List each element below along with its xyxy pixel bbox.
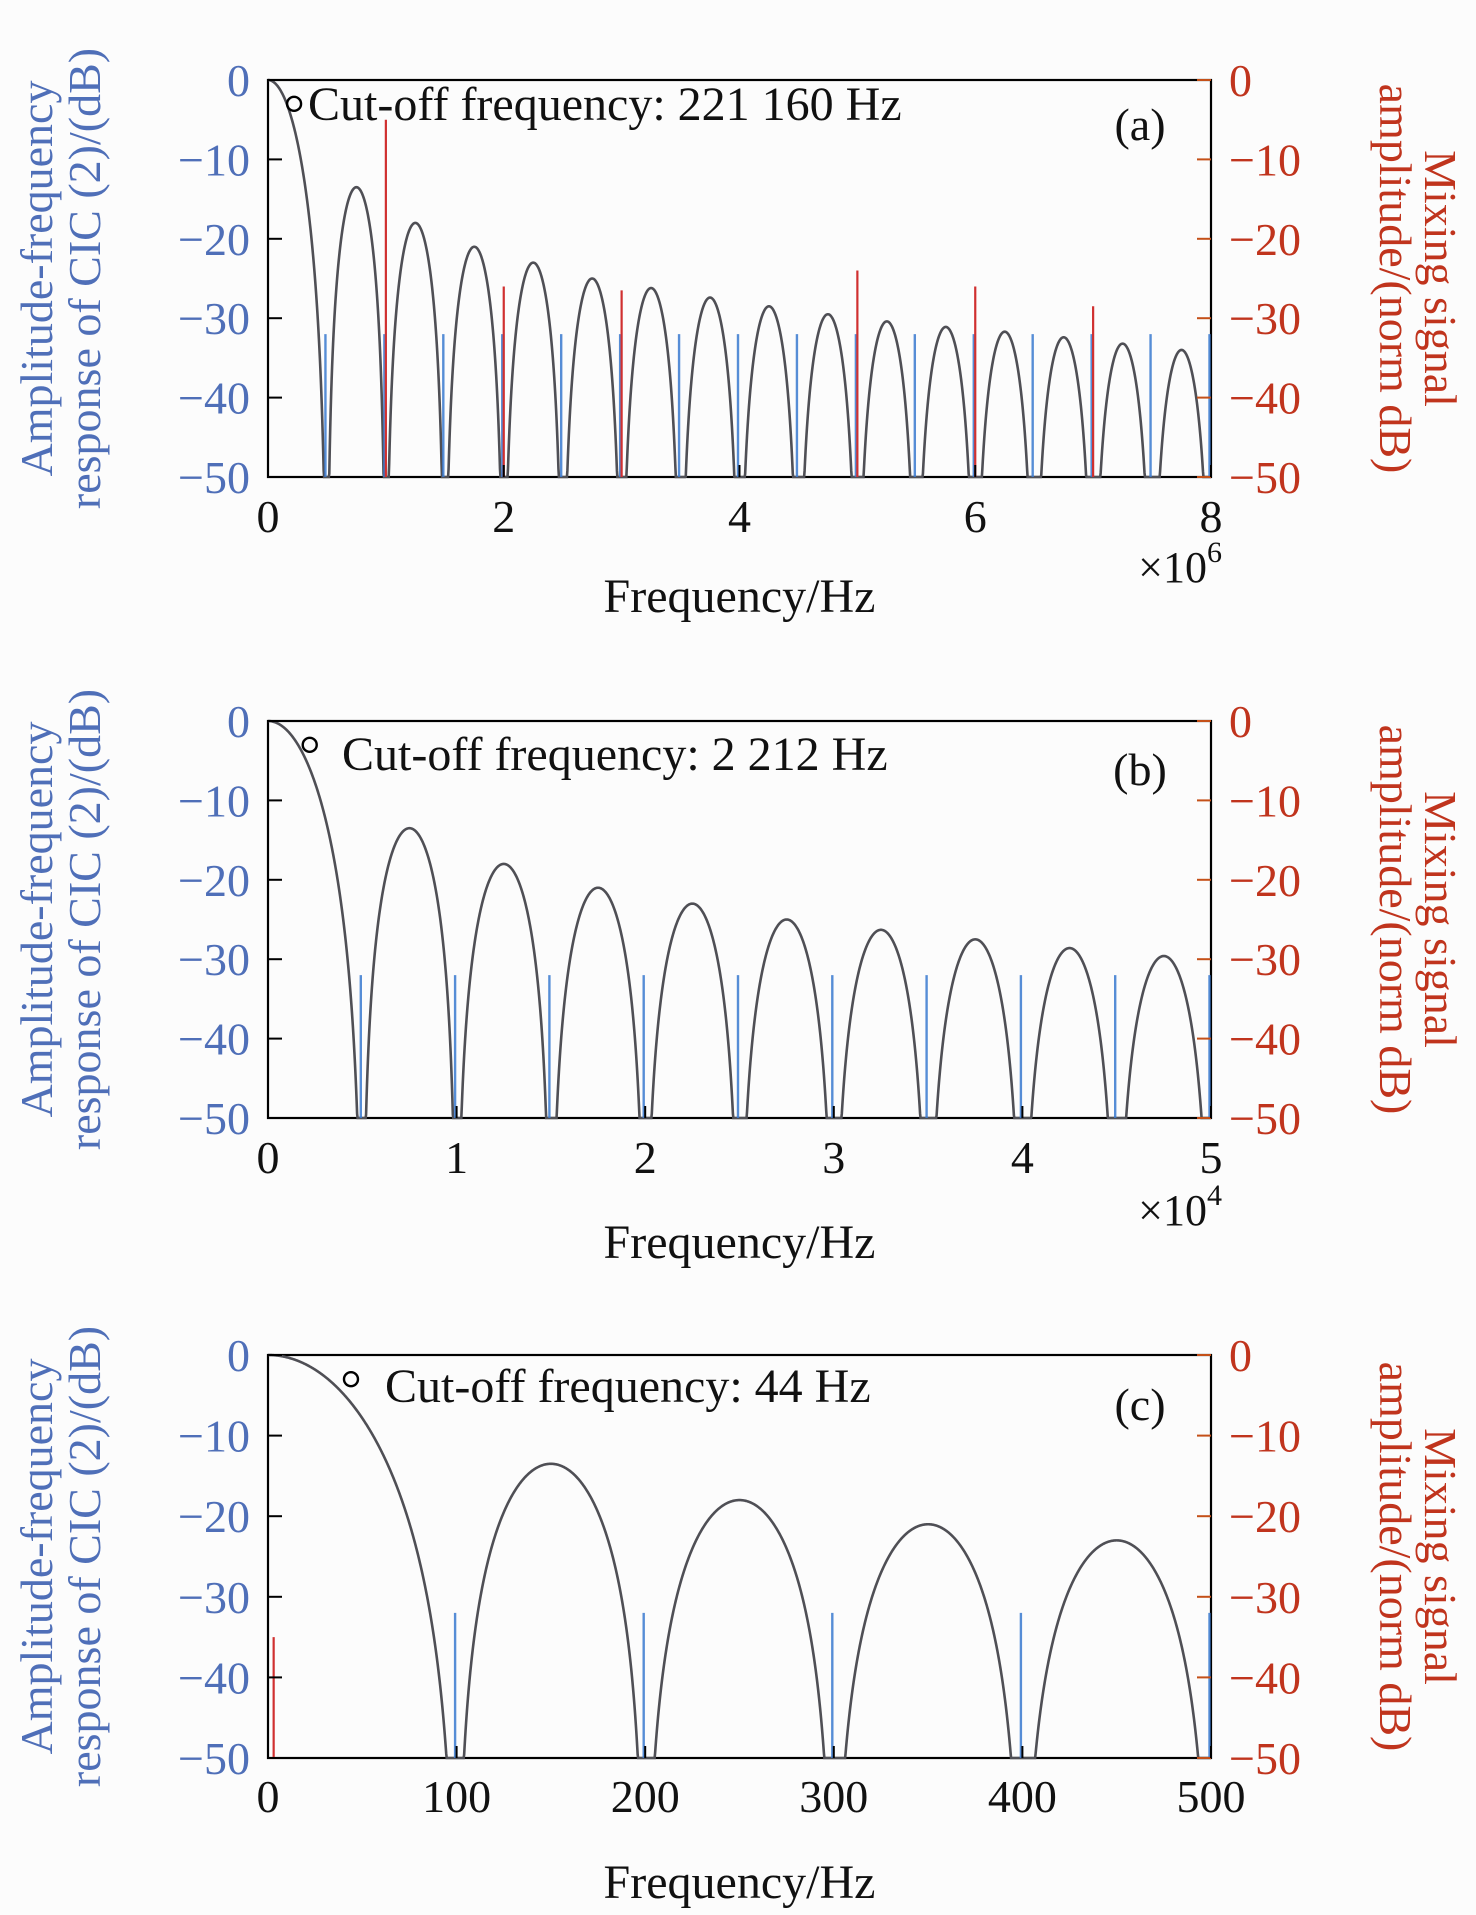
- y-tick-label: 0: [227, 696, 250, 747]
- plot-area-frame: [266, 1353, 1213, 1760]
- y-axis-label-left-line2: response of CIC (2)/(dB): [59, 689, 110, 1150]
- y-tick-label: −40: [178, 1652, 250, 1703]
- x-tick-label: 3: [822, 1132, 845, 1183]
- y-axis-label-left-line1: Amplitude-frequency: [11, 81, 62, 477]
- y-axis-label-left-line2: response of CIC (2)/(dB): [59, 1326, 110, 1787]
- cic-response-curve: [267, 719, 1211, 1120]
- cutoff-marker: [301, 736, 318, 754]
- y-right-tick-label: −40: [1229, 373, 1301, 424]
- y-tick-label: −50: [178, 1093, 250, 1144]
- x-tick-label: 4: [728, 491, 751, 542]
- x-tick-label: 0: [257, 1132, 280, 1183]
- x-tick-label: 500: [1177, 1771, 1246, 1822]
- y-right-tick-label: −20: [1229, 855, 1301, 906]
- y-right-tick-label: −10: [1229, 775, 1301, 826]
- y-axis-label-right-line2: amplitude/(norm dB): [1370, 84, 1421, 474]
- x-multiplier-base: ×10: [1138, 1186, 1207, 1235]
- y-tick-label: −30: [178, 1572, 250, 1623]
- x-tick-label: 400: [988, 1771, 1057, 1822]
- x-tick-label: 5: [1200, 1132, 1223, 1183]
- cutoff-annotation: Cut-off frequency: 2 212 Hz: [342, 728, 888, 781]
- cutoff-marker: [342, 1370, 360, 1388]
- y-right-tick-label: −20: [1229, 1491, 1301, 1542]
- y-right-tick-label: −50: [1229, 1093, 1301, 1144]
- y-tick-label: −30: [178, 293, 250, 344]
- chart-panel-1: Cut-off frequency: 221 160 Hz (a) 0 −10 −20 −…: [11, 48, 1466, 623]
- x-multiplier-base: ×10: [1138, 543, 1207, 592]
- y-axis-label-right-line1: Mixing signal: [1415, 791, 1466, 1048]
- y-right-tick-label: 0: [1229, 1330, 1252, 1381]
- y-tick-label: −40: [178, 1014, 250, 1065]
- x-tick-label: 100: [422, 1771, 491, 1822]
- y-right-tick-label: −30: [1229, 293, 1301, 344]
- y-right-tick-label: 0: [1229, 55, 1252, 106]
- y-right-tick-label: −40: [1229, 1014, 1301, 1065]
- x-axis-label: Frequency/Hz: [604, 570, 876, 623]
- panel-label: (b): [1113, 744, 1167, 795]
- cutoff-marker: [285, 95, 303, 113]
- x-axis-label: Frequency/Hz: [604, 1216, 876, 1269]
- x-axis-multiplier: ×104: [1138, 1179, 1222, 1235]
- y-tick-label: −20: [178, 855, 250, 906]
- y-axis-label-right-line1: Mixing signal: [1415, 150, 1466, 407]
- y-right-tick-label: −30: [1229, 934, 1301, 985]
- y-axis-label-left-line1: Amplitude-frequency: [11, 722, 62, 1118]
- y-axis-label-right-line1: Mixing signal: [1415, 1428, 1466, 1685]
- cic-response-curve: [268, 1353, 1211, 1760]
- y-tick-label: −20: [178, 214, 250, 265]
- y-right-tick-label: −10: [1229, 134, 1301, 185]
- x-tick-label: 0: [257, 491, 280, 542]
- y-right-tick-label: −50: [1229, 1733, 1301, 1784]
- y-tick-label: −20: [178, 1491, 250, 1542]
- x-tick-label: 4: [1011, 1132, 1034, 1183]
- y-right-tick-label: 0: [1229, 696, 1252, 747]
- panel-label: (a): [1114, 99, 1165, 150]
- x-tick-label: 200: [611, 1771, 680, 1822]
- y-tick-label: −10: [178, 775, 250, 826]
- y-tick-label: −50: [178, 1733, 250, 1784]
- x-tick-label: 2: [492, 491, 515, 542]
- x-axis-multiplier: ×106: [1138, 536, 1222, 592]
- x-tick-label: 300: [799, 1771, 868, 1822]
- y-tick-label: −10: [178, 134, 250, 185]
- chart-panel-2: Cut-off frequency: 2 212 Hz (b) 0 −10 −20 −30…: [11, 689, 1466, 1269]
- y-axis-label-left-line2: response of CIC (2)/(dB): [59, 48, 110, 509]
- y-right-tick-label: −20: [1229, 214, 1301, 265]
- y-axis-label-right-line2: amplitude/(norm dB): [1370, 1362, 1421, 1752]
- x-tick-label: 8: [1200, 491, 1223, 542]
- y-right-tick-label: −30: [1229, 1572, 1301, 1623]
- x-tick-label: 2: [634, 1132, 657, 1183]
- y-tick-label: 0: [227, 55, 250, 106]
- y-axis-label-left-line1: Amplitude-frequency: [11, 1359, 62, 1755]
- y-tick-label: −40: [178, 373, 250, 424]
- cutoff-annotation: Cut-off frequency: 221 160 Hz: [308, 78, 902, 131]
- x-tick-label: 6: [964, 491, 987, 542]
- x-multiplier-exponent: 4: [1207, 1179, 1222, 1212]
- y-right-tick-label: −40: [1229, 1652, 1301, 1703]
- y-tick-label: 0: [227, 1330, 250, 1381]
- y-axis-label-right-line2: amplitude/(norm dB): [1370, 725, 1421, 1115]
- cutoff-annotation: Cut-off frequency: 44 Hz: [385, 1360, 871, 1413]
- x-tick-label: 0: [257, 1771, 280, 1822]
- x-multiplier-exponent: 6: [1207, 536, 1222, 569]
- y-right-tick-label: −10: [1229, 1411, 1301, 1462]
- y-right-tick-label: −50: [1229, 452, 1301, 503]
- x-axis-label: Frequency/Hz: [604, 1856, 876, 1909]
- y-tick-label: −30: [178, 934, 250, 985]
- y-tick-label: −50: [178, 452, 250, 503]
- x-tick-label: 1: [445, 1132, 468, 1183]
- panel-label: (c): [1114, 1379, 1165, 1430]
- chart-panel-3: Cut-off frequency: 44 Hz (c) 0 −10 −20 −30 −40…: [11, 1326, 1466, 1909]
- y-tick-label: −10: [178, 1411, 250, 1462]
